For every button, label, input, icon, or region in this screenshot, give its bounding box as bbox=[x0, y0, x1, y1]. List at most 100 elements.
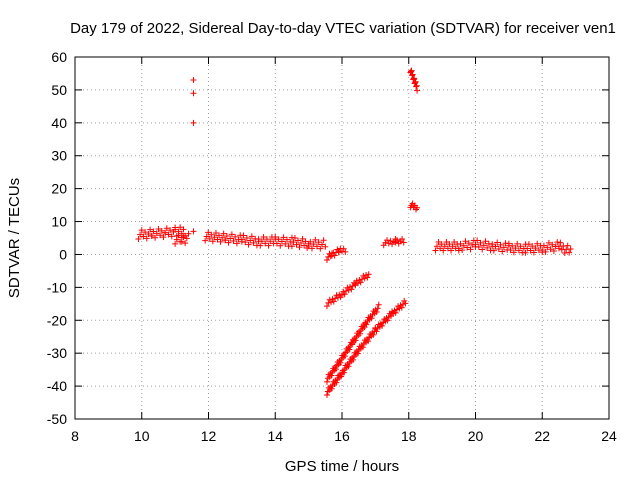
data-point bbox=[334, 294, 341, 301]
data-point bbox=[323, 378, 330, 385]
data-points bbox=[135, 67, 574, 398]
data-point bbox=[327, 253, 334, 260]
data-point bbox=[267, 238, 274, 245]
data-point bbox=[472, 241, 479, 248]
data-point bbox=[333, 292, 340, 299]
data-point bbox=[214, 236, 221, 243]
data-point bbox=[364, 274, 371, 281]
data-point bbox=[398, 304, 405, 311]
data-point bbox=[557, 239, 564, 246]
data-point bbox=[440, 247, 447, 254]
data-point bbox=[459, 247, 466, 254]
data-point bbox=[495, 246, 502, 253]
data-point bbox=[532, 245, 539, 252]
data-point bbox=[190, 228, 197, 235]
data-point bbox=[444, 245, 451, 252]
data-point bbox=[263, 236, 270, 243]
y-tick-label: -40 bbox=[47, 378, 67, 394]
data-point bbox=[308, 245, 315, 252]
data-point bbox=[365, 338, 372, 345]
x-tick-label: 8 bbox=[71, 428, 79, 444]
data-point bbox=[352, 337, 359, 344]
data-point bbox=[384, 237, 391, 244]
data-point bbox=[238, 236, 245, 243]
data-point bbox=[339, 292, 345, 299]
data-point bbox=[143, 235, 150, 242]
data-point bbox=[138, 227, 145, 234]
data-point bbox=[341, 353, 348, 360]
y-tick-label: -50 bbox=[47, 411, 67, 427]
data-point bbox=[379, 322, 386, 329]
data-point bbox=[290, 239, 297, 246]
data-point bbox=[545, 239, 552, 246]
data-point bbox=[230, 237, 237, 244]
data-point bbox=[354, 350, 361, 357]
data-point bbox=[180, 226, 187, 233]
data-point bbox=[275, 236, 282, 243]
data-point bbox=[272, 234, 279, 241]
data-point bbox=[475, 244, 482, 251]
data-point bbox=[457, 240, 464, 247]
data-point bbox=[455, 245, 462, 252]
data-point bbox=[318, 241, 325, 248]
data-point bbox=[137, 231, 144, 238]
data-point bbox=[332, 366, 339, 373]
data-point bbox=[357, 279, 364, 286]
data-point bbox=[205, 229, 212, 236]
data-point bbox=[329, 296, 336, 303]
data-point bbox=[333, 379, 340, 386]
data-point bbox=[515, 247, 522, 254]
x-tick-label: 20 bbox=[468, 428, 484, 444]
data-point bbox=[232, 233, 239, 240]
data-point bbox=[315, 239, 322, 246]
data-point bbox=[350, 356, 357, 363]
data-point bbox=[402, 300, 409, 307]
data-point bbox=[342, 248, 349, 255]
data-point bbox=[153, 230, 160, 237]
grid bbox=[75, 57, 609, 419]
data-point bbox=[155, 225, 162, 232]
data-point bbox=[435, 238, 442, 245]
data-point bbox=[355, 280, 362, 287]
data-point bbox=[479, 246, 486, 253]
data-point bbox=[414, 87, 421, 94]
data-point bbox=[337, 359, 344, 366]
data-point bbox=[190, 119, 197, 126]
y-tick-label: 60 bbox=[51, 49, 67, 65]
data-point bbox=[544, 244, 551, 251]
ticks: 8 10 12 14 16 18 20 22 24 -50 -40 -30 -20 -10 0 10 20 30 4… bbox=[47, 49, 617, 444]
x-tick-label: 22 bbox=[534, 428, 550, 444]
data-point bbox=[441, 243, 448, 250]
data-point bbox=[484, 244, 491, 251]
data-point bbox=[208, 231, 215, 238]
data-point bbox=[278, 238, 285, 245]
data-point bbox=[265, 242, 272, 249]
data-point bbox=[190, 90, 197, 97]
data-point bbox=[177, 224, 184, 231]
data-point bbox=[250, 239, 257, 246]
data-point bbox=[492, 243, 499, 250]
chart-title: Day 179 of 2022, Sidereal Day-to-day VTE… bbox=[70, 20, 616, 37]
data-point bbox=[317, 245, 324, 252]
data-point bbox=[477, 239, 484, 246]
data-point bbox=[527, 247, 534, 254]
data-point bbox=[323, 303, 330, 310]
data-point bbox=[242, 239, 249, 246]
data-point bbox=[474, 237, 481, 244]
data-point bbox=[446, 241, 453, 248]
data-point bbox=[296, 244, 303, 251]
data-point bbox=[331, 252, 338, 259]
data-point bbox=[277, 242, 284, 249]
data-point bbox=[564, 242, 571, 249]
data-point bbox=[332, 295, 339, 302]
data-point bbox=[340, 369, 347, 376]
data-point bbox=[245, 241, 252, 248]
data-point bbox=[374, 305, 381, 312]
data-point bbox=[293, 241, 300, 248]
data-point bbox=[460, 242, 467, 249]
data-point bbox=[357, 330, 364, 337]
data-point bbox=[175, 232, 182, 239]
x-tick-label: 24 bbox=[601, 428, 617, 444]
y-tick-label: 10 bbox=[51, 214, 67, 230]
data-point bbox=[209, 238, 216, 245]
